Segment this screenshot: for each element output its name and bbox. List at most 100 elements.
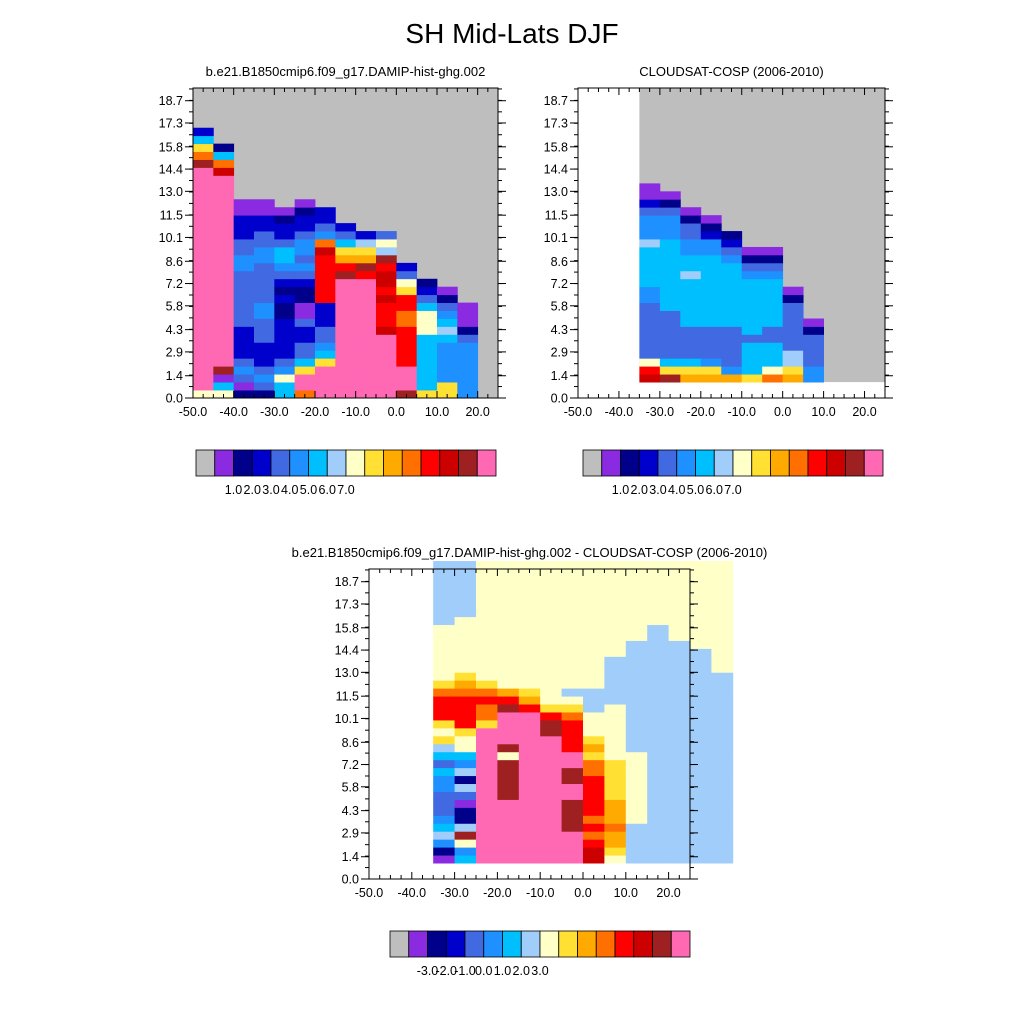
heatmap-cell	[518, 799, 541, 808]
x-tick-label: -20.0	[687, 405, 716, 419]
heatmap-cell	[193, 207, 214, 216]
heatmap-cell	[274, 270, 296, 280]
heatmap-cell	[476, 831, 498, 840]
heatmap-cell	[561, 624, 584, 633]
heatmap-cell	[690, 743, 712, 753]
heatmap-cell	[561, 783, 584, 792]
heatmap-cell	[213, 270, 235, 280]
colorbar-swatch	[427, 930, 447, 958]
heatmap-cell	[518, 775, 541, 785]
heatmap-cell	[604, 823, 627, 832]
heatmap-cell	[433, 680, 455, 689]
heatmap-cell	[396, 382, 418, 391]
heatmap-cell	[476, 592, 498, 602]
heatmap-cell	[476, 576, 498, 586]
heatmap-cell	[193, 246, 214, 256]
y-tick-label: 0.0	[342, 873, 359, 887]
heatmap-cell	[476, 696, 498, 705]
heatmap-cell	[690, 624, 712, 633]
heatmap-cell	[497, 616, 520, 626]
heatmap-cell	[700, 326, 722, 335]
heatmap-cell	[396, 286, 418, 296]
heatmap-cell	[497, 807, 520, 816]
heatmap-cell	[193, 143, 214, 152]
heatmap-cell	[396, 270, 418, 280]
heatmap-cell	[433, 799, 455, 808]
heatmap-cell	[540, 783, 562, 792]
heatmap-cell	[540, 735, 562, 745]
heatmap-cell	[762, 318, 784, 327]
heatmap-cell	[254, 239, 275, 248]
heatmap-cell	[274, 382, 296, 391]
heatmap-cell	[762, 326, 784, 335]
heatmap-cell	[193, 262, 214, 272]
heatmap-cell	[233, 334, 255, 343]
heatmap-cell	[668, 561, 691, 570]
heatmap-cell	[561, 791, 584, 800]
heatmap-cell	[659, 191, 681, 200]
heatmap-cell	[233, 326, 255, 335]
heatmap-cell	[315, 374, 336, 383]
colorbar-label: 7.0	[724, 483, 741, 497]
heatmap-cell	[437, 382, 458, 391]
colorbar-swatch	[633, 930, 653, 958]
heatmap-cell	[604, 807, 627, 816]
heatmap-cell	[668, 743, 691, 753]
heatmap-cell	[604, 783, 627, 792]
heatmap-cell	[711, 751, 734, 761]
heatmap-cell	[690, 576, 712, 586]
heatmap-cell	[294, 254, 316, 264]
heatmap-cell	[561, 759, 584, 769]
heatmap-cell	[762, 334, 784, 343]
colorbar-label: 1.0	[612, 483, 629, 497]
heatmap-cell	[604, 743, 627, 753]
colorbar-label: -1.0	[454, 964, 476, 978]
heatmap-cell	[741, 366, 763, 375]
colorbar-swatch	[326, 449, 347, 477]
heatmap-cell	[711, 839, 734, 848]
x-tick-label: -20.0	[301, 405, 330, 419]
heatmap-cell	[604, 600, 627, 610]
heatmap-cell	[690, 847, 712, 856]
y-tick-label: 1.4	[342, 850, 359, 864]
heatmap-cell	[433, 656, 455, 665]
heatmap-cell	[659, 350, 681, 359]
heatmap-cell	[668, 727, 691, 737]
heatmap-cell	[561, 704, 584, 713]
heatmap-cell	[476, 720, 498, 729]
heatmap-cell	[396, 262, 418, 272]
heatmap-cell	[680, 334, 702, 343]
heatmap-cell	[193, 199, 214, 208]
heatmap-cell	[476, 569, 498, 578]
heatmap-cell	[711, 632, 734, 641]
heatmap-cell	[721, 246, 743, 256]
heatmap-cell	[454, 847, 477, 856]
heatmap-cell	[433, 767, 455, 777]
heatmap-cell	[647, 735, 669, 745]
heatmap-cell	[294, 294, 316, 304]
heatmap-cell	[561, 696, 584, 705]
heatmap-cell	[711, 672, 734, 681]
heatmap-cell	[454, 815, 477, 824]
heatmap-cell	[604, 592, 627, 602]
heatmap-cell	[433, 727, 455, 737]
heatmap-cell	[741, 246, 763, 256]
heatmap-cell	[396, 294, 418, 304]
heatmap-cell	[497, 704, 520, 713]
heatmap-cell	[639, 231, 661, 240]
colorbar-swatch	[638, 449, 659, 477]
heatmap-cell	[647, 680, 669, 689]
colorbar-swatch	[420, 449, 441, 477]
heatmap-cell	[540, 569, 562, 578]
heatmap-cell	[625, 783, 648, 792]
heatmap-cell	[233, 199, 255, 208]
heatmap-cell	[639, 366, 661, 375]
heatmap-cell	[700, 246, 722, 256]
heatmap-cell	[647, 592, 669, 602]
heatmap-cell	[639, 254, 661, 264]
heatmap-cell	[711, 767, 734, 777]
heatmap-cell	[583, 767, 605, 777]
heatmap-cell	[604, 815, 627, 824]
heatmap-cell	[433, 759, 455, 769]
heatmap-cell	[668, 672, 691, 681]
